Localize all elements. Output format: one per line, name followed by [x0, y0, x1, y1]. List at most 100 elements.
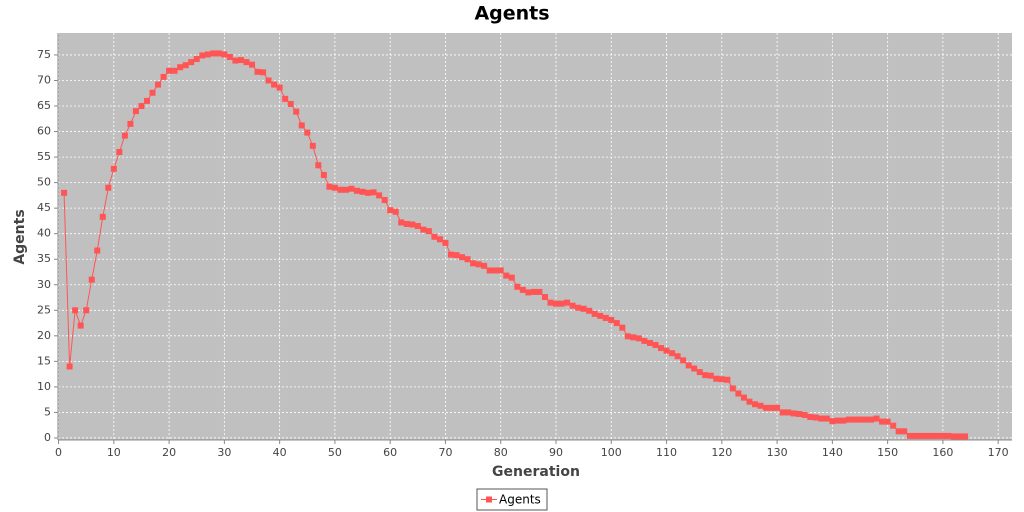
point	[895, 428, 902, 435]
point	[431, 233, 438, 240]
point	[857, 416, 864, 423]
point	[287, 100, 294, 107]
point	[685, 362, 692, 369]
point	[447, 251, 454, 258]
point	[906, 432, 913, 439]
y-tick-label: 50	[37, 176, 51, 189]
point	[680, 357, 687, 364]
point	[757, 402, 764, 409]
point	[149, 89, 156, 96]
x-tick-label: 60	[383, 446, 397, 459]
point	[497, 267, 504, 274]
point	[591, 310, 598, 317]
y-tick-label: 0	[44, 431, 51, 444]
point	[569, 302, 576, 309]
point	[879, 418, 886, 425]
point	[851, 416, 858, 423]
point	[796, 410, 803, 417]
point	[613, 320, 620, 327]
point	[790, 410, 797, 417]
point	[116, 148, 123, 155]
point	[950, 433, 957, 440]
point	[519, 286, 526, 293]
x-tick-label: 120	[711, 446, 732, 459]
point	[724, 376, 731, 383]
point	[928, 432, 935, 439]
point	[558, 300, 565, 307]
point	[862, 416, 869, 423]
y-tick-label: 70	[37, 73, 51, 86]
point	[193, 56, 200, 63]
point	[475, 261, 482, 268]
point	[354, 187, 361, 194]
legend-label: Agents	[499, 493, 541, 507]
point	[751, 401, 758, 408]
point	[110, 165, 117, 172]
point	[873, 415, 880, 422]
point	[348, 185, 355, 192]
point	[260, 69, 267, 76]
point	[143, 97, 150, 104]
point	[641, 337, 648, 344]
point	[503, 272, 510, 279]
point	[99, 213, 106, 220]
point	[403, 220, 410, 227]
point	[702, 372, 709, 379]
point	[674, 353, 681, 360]
point	[912, 432, 919, 439]
x-axis-label: Generation	[492, 464, 580, 480]
x-tick-label: 130	[767, 446, 788, 459]
y-tick-label: 20	[37, 329, 51, 342]
x-tick-label: 150	[877, 446, 898, 459]
y-tick-label: 5	[44, 405, 51, 418]
point	[420, 226, 427, 233]
point	[254, 68, 261, 75]
point	[94, 247, 101, 254]
x-tick-label: 160	[932, 446, 953, 459]
point	[425, 228, 432, 235]
x-tick-label: 170	[988, 446, 1009, 459]
y-axis-label: Agents	[12, 209, 28, 264]
point	[691, 365, 698, 372]
point	[331, 184, 338, 191]
point	[271, 81, 278, 88]
point	[188, 59, 195, 66]
point	[105, 184, 112, 191]
point	[464, 256, 471, 263]
x-tick-label: 110	[656, 446, 677, 459]
point	[326, 183, 333, 190]
y-tick-label: 75	[37, 48, 51, 61]
point	[602, 314, 609, 321]
point	[746, 398, 753, 405]
plot-area	[58, 33, 1012, 440]
point	[459, 254, 466, 261]
point	[282, 95, 289, 102]
point	[293, 108, 300, 115]
point	[812, 414, 819, 421]
point	[763, 404, 770, 411]
point	[414, 223, 421, 230]
point	[155, 81, 162, 88]
point	[564, 299, 571, 306]
point	[138, 103, 145, 110]
point	[740, 394, 747, 401]
point	[320, 171, 327, 178]
point	[547, 299, 554, 306]
point	[890, 422, 897, 429]
point	[243, 59, 250, 66]
point	[481, 262, 488, 269]
point	[707, 372, 714, 379]
x-tick-label: 70	[438, 446, 452, 459]
point	[619, 324, 626, 331]
legend-box	[476, 488, 548, 511]
point	[807, 414, 814, 421]
point	[376, 192, 383, 199]
point	[669, 350, 676, 357]
point	[204, 51, 211, 58]
y-tick-label: 55	[37, 150, 51, 163]
point	[586, 307, 593, 314]
point	[729, 385, 736, 392]
point	[840, 417, 847, 424]
point	[845, 416, 852, 423]
